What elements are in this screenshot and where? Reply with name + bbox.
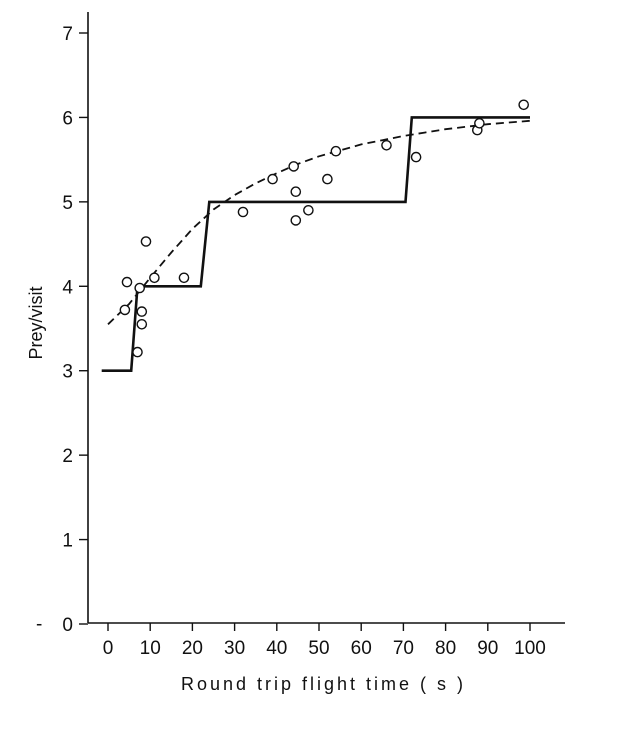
data-point [474, 118, 485, 129]
data-point [136, 306, 148, 317]
y-tick-label: 4 [62, 277, 73, 298]
data-point [237, 206, 249, 218]
data-point [267, 173, 278, 185]
y-tick-label: 6 [62, 108, 73, 129]
x-tick-label: 70 [393, 638, 414, 659]
data-point [119, 304, 131, 316]
x-tick-label: 90 [477, 638, 498, 659]
x-tick-label: 60 [351, 638, 372, 659]
data-point [140, 236, 152, 247]
y-tick-label: 5 [62, 193, 73, 214]
data-point [290, 215, 302, 226]
data-point [290, 186, 302, 197]
step-function-series [101, 116, 530, 373]
data-point [322, 173, 333, 185]
y-axis: 0 1 2 3 4 5 6 7 [62, 12, 89, 636]
data-point [410, 151, 422, 163]
data-point [381, 139, 392, 151]
data-point [303, 204, 314, 216]
x-tick-label: 100 [514, 638, 546, 659]
y-ticks: 0 1 2 3 4 5 6 7 [62, 24, 88, 636]
plot-area [101, 99, 531, 373]
data-point [136, 318, 148, 330]
data-point [330, 145, 342, 157]
x-tick-label: 80 [435, 638, 456, 659]
data-point [121, 276, 133, 288]
y-axis-title: Prey/visit [26, 286, 46, 359]
y-tick-label: 1 [62, 531, 73, 552]
data-point [178, 272, 190, 284]
data-point [132, 346, 143, 358]
x-tick-label: 10 [140, 638, 161, 659]
x-axis-title: Round trip flight time ( s ) [181, 674, 463, 694]
x-tick-label: 20 [182, 638, 203, 659]
x-tick-label: 30 [224, 638, 245, 659]
x-axis: 0 10 20 30 40 50 60 70 80 90 100 [88, 622, 565, 659]
x-tick-label: 50 [308, 638, 329, 659]
x-ticks: 0 10 20 30 40 50 60 70 80 90 100 [103, 623, 546, 659]
stray-mark: - [36, 614, 42, 635]
x-tick-label: 40 [266, 638, 287, 659]
dashed-curve-series [107, 119, 531, 325]
y-tick-label: 2 [62, 446, 73, 467]
data-point [134, 282, 145, 294]
y-tick-label: 7 [62, 24, 73, 45]
y-tick-label: 3 [62, 362, 73, 383]
data-point [518, 99, 530, 111]
data-point [288, 161, 300, 172]
data-point [149, 272, 160, 284]
x-tick-label: 0 [103, 638, 114, 659]
y-tick-label: 0 [62, 615, 73, 636]
